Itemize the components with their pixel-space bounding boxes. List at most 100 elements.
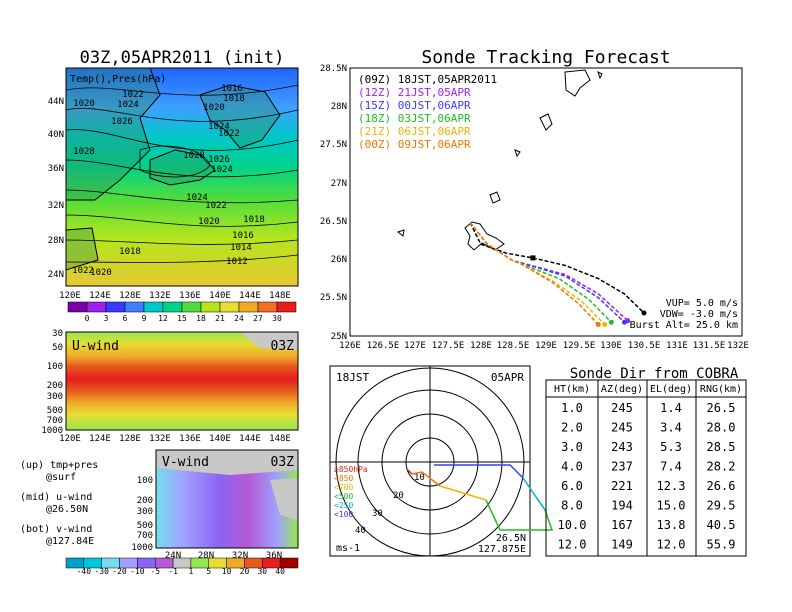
pressure-label: 300: [137, 507, 153, 517]
colorbar-swatch: [257, 301, 278, 313]
colorbar-swatch: [67, 301, 88, 313]
pressure-label: 300: [47, 392, 63, 402]
param-vup: VUP= 5.0 m/s: [666, 298, 738, 309]
surface-map: 1016 1018 1020 1024 1022 1020 1024 1026 …: [48, 67, 299, 301]
sonde-params: VUP= 5.0 m/s VDW= -3.0 m/s Burst Alt= 25…: [630, 298, 738, 331]
lon-label: 140E: [209, 291, 231, 301]
table-cell: 245: [611, 421, 633, 435]
table-cell: 1.0: [561, 401, 583, 415]
colorbar-tick: 20: [240, 567, 250, 576]
lon-label: 127E: [404, 341, 426, 351]
pressure-label: 1000: [41, 426, 63, 436]
vwind-frame: [155, 449, 299, 549]
lat-label: 28N: [48, 236, 64, 246]
lon-label: 140E: [209, 434, 231, 444]
range-rings: [330, 366, 530, 557]
colorbar-tick: 24: [234, 314, 244, 323]
isobar-label: 1016: [232, 231, 254, 241]
pressure-label: 50: [52, 343, 63, 353]
isobar-label: 1020: [198, 217, 220, 227]
uwind-panel: U-wind 03Z 30 50 100 200 300 500 700 100…: [41, 329, 299, 444]
level-label: <250: [334, 501, 353, 510]
uwind-field: [66, 332, 298, 430]
lon-label: 129E: [535, 341, 557, 351]
colorbar-tick: 1: [189, 567, 194, 576]
table-cell: 237: [611, 460, 633, 474]
uwind-lon-labels: 120E 124E 128E 132E 136E 140E 144E 148E: [59, 434, 291, 444]
colorbar-tick: -10: [130, 567, 145, 576]
colorbar-tick: 12: [158, 314, 168, 323]
wind-hodograph: [407, 469, 413, 475]
note-mid: (mid) u-wind: [20, 492, 92, 503]
colorbar-tick: -40: [77, 567, 92, 576]
lat-label: 24N: [165, 551, 181, 561]
table-cell: 40.5: [707, 518, 736, 532]
isobar-label: 1022: [122, 90, 144, 100]
table-cell: 28.5: [707, 440, 736, 454]
pressure-label: 30: [52, 329, 63, 339]
level-label: ≥850hPa: [334, 465, 368, 474]
polar-time: 18JST: [336, 371, 369, 384]
lon-label: 120E: [59, 291, 81, 301]
vwind-gray-region: [156, 450, 298, 475]
table-cell: 3.4: [660, 421, 682, 435]
colorbar-tick: 10: [222, 567, 232, 576]
table-cell: 26.6: [707, 479, 736, 493]
isobar-label: 1022: [218, 129, 240, 139]
lon-label: 128E: [119, 291, 141, 301]
left-title: 03Z,05APR2011 (init): [80, 48, 285, 68]
uwind-frame: [65, 331, 299, 431]
table-cell: 13.8: [657, 518, 686, 532]
table-cell: 245: [611, 401, 633, 415]
note-bot: (bot) v-wind: [20, 524, 92, 535]
level-label: <100: [334, 510, 353, 519]
lon-label: 120E: [59, 434, 81, 444]
track-map-frame: [349, 67, 743, 337]
wind-hodograph: [522, 477, 546, 511]
table-cell: 8.0: [561, 499, 583, 513]
pressure-label: 500: [47, 406, 63, 416]
table-frame: [545, 379, 747, 557]
table-title: Sonde Dir from COBRA: [570, 366, 739, 382]
note-bot-sub: @127.84E: [46, 536, 94, 547]
colorbar-tick: 9: [142, 314, 147, 323]
temp-colorbar: 0 3 6 9 12 15 18 21 24 27 30: [67, 301, 297, 323]
colorbar-tick: 21: [215, 314, 225, 323]
lon-label: 124E: [89, 434, 111, 444]
lat-label: 36N: [48, 164, 64, 174]
track-legend: (09Z) 18JST,05APR2011 (12Z) 21JST,05APR …: [358, 73, 497, 151]
polar-lon: 127.875E: [478, 544, 526, 555]
isobar-label: 1020: [90, 268, 112, 278]
table-cell: 10.0: [558, 518, 587, 532]
lon-label: 148E: [269, 291, 291, 301]
isobar-label: 1018: [223, 94, 245, 104]
isobar-label: 1018: [243, 215, 265, 225]
lon-label: 128.5E: [497, 341, 530, 351]
track-lines: [469, 222, 647, 328]
isobar-label: 1014: [230, 243, 252, 253]
cobra-site-marker: [530, 255, 536, 261]
header-cell: AZ(deg): [601, 384, 643, 395]
note-up: (up) tmp+pres: [20, 460, 98, 471]
lat-label: 36N: [266, 551, 282, 561]
table-cell: 15.0: [657, 499, 686, 513]
level-label: <500: [334, 492, 353, 501]
coastline: [396, 69, 603, 251]
header-cell: HT(km): [554, 384, 590, 395]
colorbar-swatch: [238, 301, 259, 313]
table-body: 1.0 245 1.4 26.5 2.0 245 3.4 28.0 3.0 243 5.3 28.5 4…: [558, 401, 736, 552]
colorbar-tick: 3: [104, 314, 109, 323]
colorbar-tick: -20: [112, 567, 127, 576]
colorbar-tick: -30: [94, 567, 109, 576]
uwind-label: U-wind: [72, 339, 119, 354]
lon-label: 131.5E: [693, 341, 726, 351]
isobar-label: 1022: [205, 201, 227, 211]
colorbar-tick: -5: [150, 567, 160, 576]
lat-label: 32N: [48, 201, 64, 211]
legend-entry: (12Z) 21JST,05APR: [358, 86, 471, 99]
pressure-label: 200: [47, 381, 63, 391]
legend-entry: (15Z) 00JST,06APR: [358, 99, 471, 112]
colorbar-swatch: [200, 301, 221, 313]
track-endpoint: [608, 319, 614, 325]
